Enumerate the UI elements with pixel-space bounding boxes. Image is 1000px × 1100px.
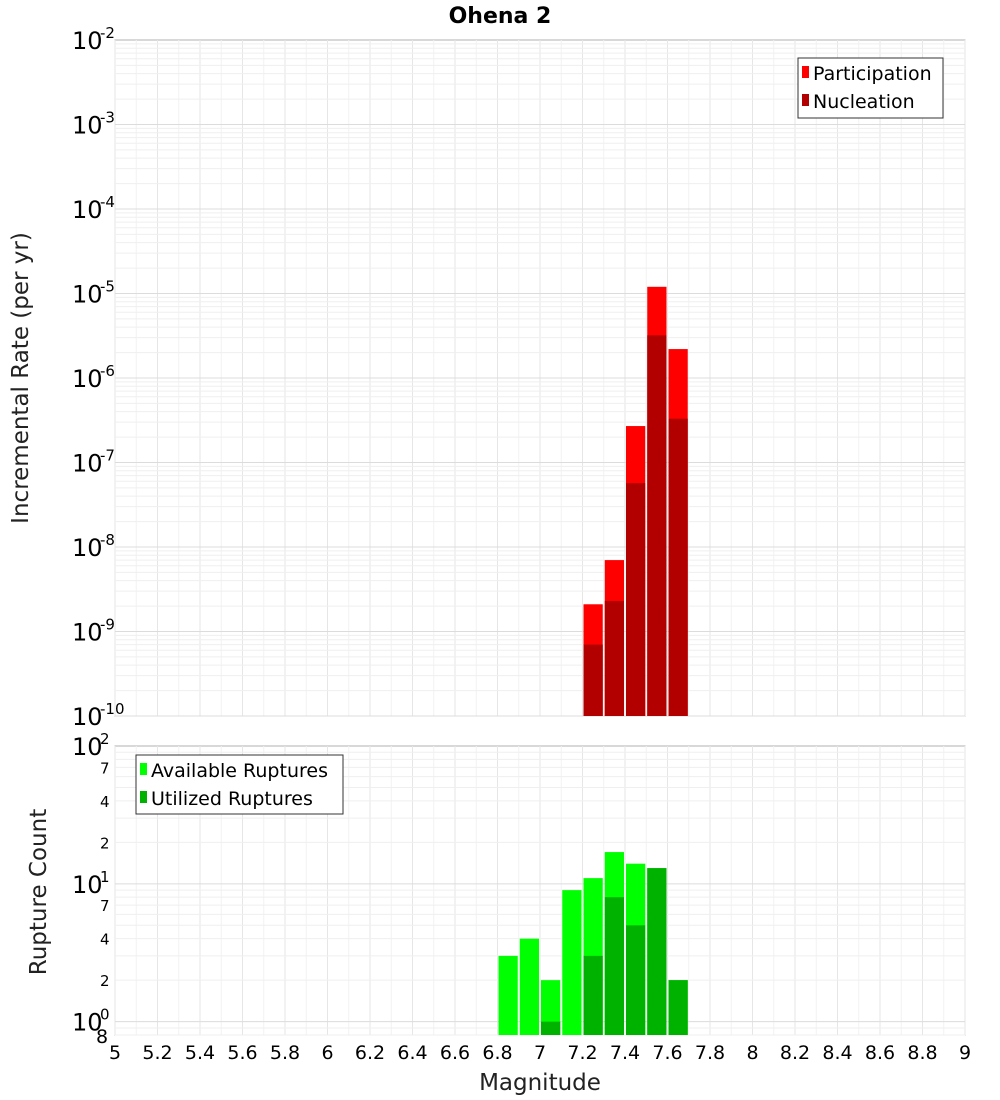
rate-y-tick-base: 10: [72, 534, 103, 562]
rate-y-tick-base: 10: [72, 27, 103, 55]
rate-y-tick-exponent: -4: [100, 193, 115, 211]
count-legend-swatch: [140, 763, 147, 775]
count-grid: [114, 746, 966, 1036]
count-legend: Available Ruptures Utilized Ruptures: [135, 754, 344, 815]
rate-y-tick-exponent: -3: [100, 109, 115, 127]
x-axis-label: Magnitude: [479, 1070, 601, 1096]
rate-legend-label: Participation: [813, 63, 932, 85]
x-tick-label: 8.8: [907, 1042, 937, 1064]
x-tick-label: 6.2: [355, 1042, 385, 1064]
x-tick-label: 9: [959, 1042, 971, 1064]
rate-grid: [114, 40, 966, 717]
count-y-minor-tick: 2: [100, 972, 110, 990]
x-ticks: 5 5.2 5.4 5.6 5.8 6 6.2 6.4 6.6 6.8 7 7.2 7.4 7.6 7.8 8…: [109, 1042, 971, 1064]
x-tick-label: 5.8: [270, 1042, 300, 1064]
rate-legend-swatch: [802, 94, 809, 106]
count-y-minor-tick: 4: [100, 793, 110, 811]
x-tick-label: 8.2: [780, 1042, 810, 1064]
utilized-ruptures-bar: [647, 868, 667, 1035]
utilized-ruptures-bar: [583, 955, 603, 1035]
rate-y-tick-exponent: -9: [100, 616, 115, 634]
x-tick-label: 7.4: [610, 1042, 640, 1064]
nucleation-bar: [647, 335, 667, 716]
nucleation-bar: [668, 418, 688, 716]
nucleation-bar: [604, 600, 624, 716]
x-tick-label: 5.2: [142, 1042, 172, 1064]
rate-y-tick-exponent: -2: [100, 24, 115, 42]
rate-y-tick-exponent: -6: [100, 362, 115, 380]
count-bars: [498, 852, 688, 1035]
rate-y-tick-base: 10: [72, 365, 103, 393]
rate-bars: [583, 286, 688, 716]
x-tick-label: 5.4: [185, 1042, 215, 1064]
rate-legend-swatch: [802, 66, 809, 78]
count-y-minor-tick: 2: [100, 834, 110, 852]
rate-y-tick-exponent: -5: [100, 278, 115, 296]
count-y-tick-base: 10: [72, 733, 103, 761]
rate-y-tick-base: 10: [72, 281, 103, 309]
rate-y-tick-base: 10: [72, 196, 103, 224]
rate-y-tick-base: 10: [72, 450, 103, 478]
count-y-minor-tick: 8: [96, 1026, 108, 1048]
x-tick-label: 7: [534, 1042, 546, 1064]
count-y-tick-exponent: 0: [100, 1006, 110, 1024]
rate-y-tick-base: 10: [72, 112, 103, 140]
x-tick-label: 7.6: [652, 1042, 682, 1064]
rate-legend-label: Nucleation: [813, 91, 915, 113]
available-ruptures-bar: [498, 955, 518, 1035]
x-tick-label: 6.6: [440, 1042, 470, 1064]
x-tick-label: 7.8: [695, 1042, 725, 1064]
rate-legend: Participation Nucleation: [797, 57, 944, 119]
count-legend-label: Utilized Ruptures: [151, 788, 313, 810]
utilized-ruptures-bar: [541, 1021, 561, 1035]
count-y-tick-exponent: 2: [100, 730, 110, 748]
x-tick-label: 8: [746, 1042, 758, 1064]
rate-legend-box: [797, 57, 944, 119]
rate-y-ticks: 10-210-310-410-510-610-710-810-910-10: [72, 24, 125, 731]
available-ruptures-bar: [519, 938, 539, 1035]
count-y-minor-tick: 7: [100, 897, 110, 915]
count-y-tick-exponent: 1: [100, 868, 110, 886]
count-y-tick-base: 10: [72, 1009, 103, 1037]
rate-y-tick-base: 10: [72, 619, 103, 647]
count-y-tick-base: 10: [72, 871, 103, 899]
nucleation-bar: [583, 644, 603, 716]
utilized-ruptures-bar: [604, 897, 624, 1035]
count-legend-label: Available Ruptures: [151, 760, 328, 782]
x-tick-label: 5: [109, 1042, 121, 1064]
nucleation-bar: [626, 483, 646, 716]
chart-title: Ohena 2: [449, 4, 552, 29]
utilized-ruptures-bar: [626, 925, 646, 1035]
x-tick-label: 6.4: [397, 1042, 427, 1064]
x-tick-label: 6.8: [482, 1042, 512, 1064]
utilized-ruptures-bar: [668, 980, 688, 1035]
x-tick-label: 8.4: [822, 1042, 852, 1064]
x-tick-label: 6: [321, 1042, 333, 1064]
x-tick-label: 5.6: [227, 1042, 257, 1064]
x-tick-label: 8.6: [865, 1042, 895, 1064]
rate-y-tick-base: 10: [72, 703, 103, 731]
rate-y-tick-exponent: -10: [100, 700, 125, 718]
count-y-minor-tick: 7: [100, 759, 110, 777]
rate-y-tick-exponent: -8: [100, 531, 115, 549]
available-ruptures-bar: [541, 980, 561, 1035]
count-legend-swatch: [140, 791, 147, 803]
rate-panel: 10-210-310-410-510-610-710-810-910-10 In…: [8, 24, 966, 731]
rate-y-axis-label: Incremental Rate (per yr): [8, 232, 34, 524]
count-y-axis-label: Rupture Count: [26, 809, 52, 975]
count-y-minor-tick: 4: [100, 931, 110, 949]
x-tick-label: 7.2: [567, 1042, 597, 1064]
rate-y-tick-exponent: -7: [100, 447, 115, 465]
count-legend-box: [135, 754, 344, 815]
available-ruptures-bar: [562, 890, 582, 1035]
